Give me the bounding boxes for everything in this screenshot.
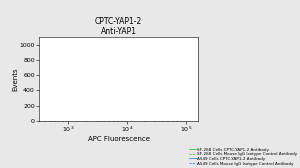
Y-axis label: Events: Events bbox=[12, 67, 18, 91]
Legend: SF-268 Cells CPTC-YAP1-2 Antibody, SF-268 Cells Mouse IgG Isotype Control Antibo: SF-268 Cells CPTC-YAP1-2 Antibody, SF-26… bbox=[189, 147, 298, 166]
X-axis label: APC Fluorescence: APC Fluorescence bbox=[88, 136, 149, 142]
Title: CPTC-YAP1-2
Anti-YAP1: CPTC-YAP1-2 Anti-YAP1 bbox=[95, 17, 142, 36]
